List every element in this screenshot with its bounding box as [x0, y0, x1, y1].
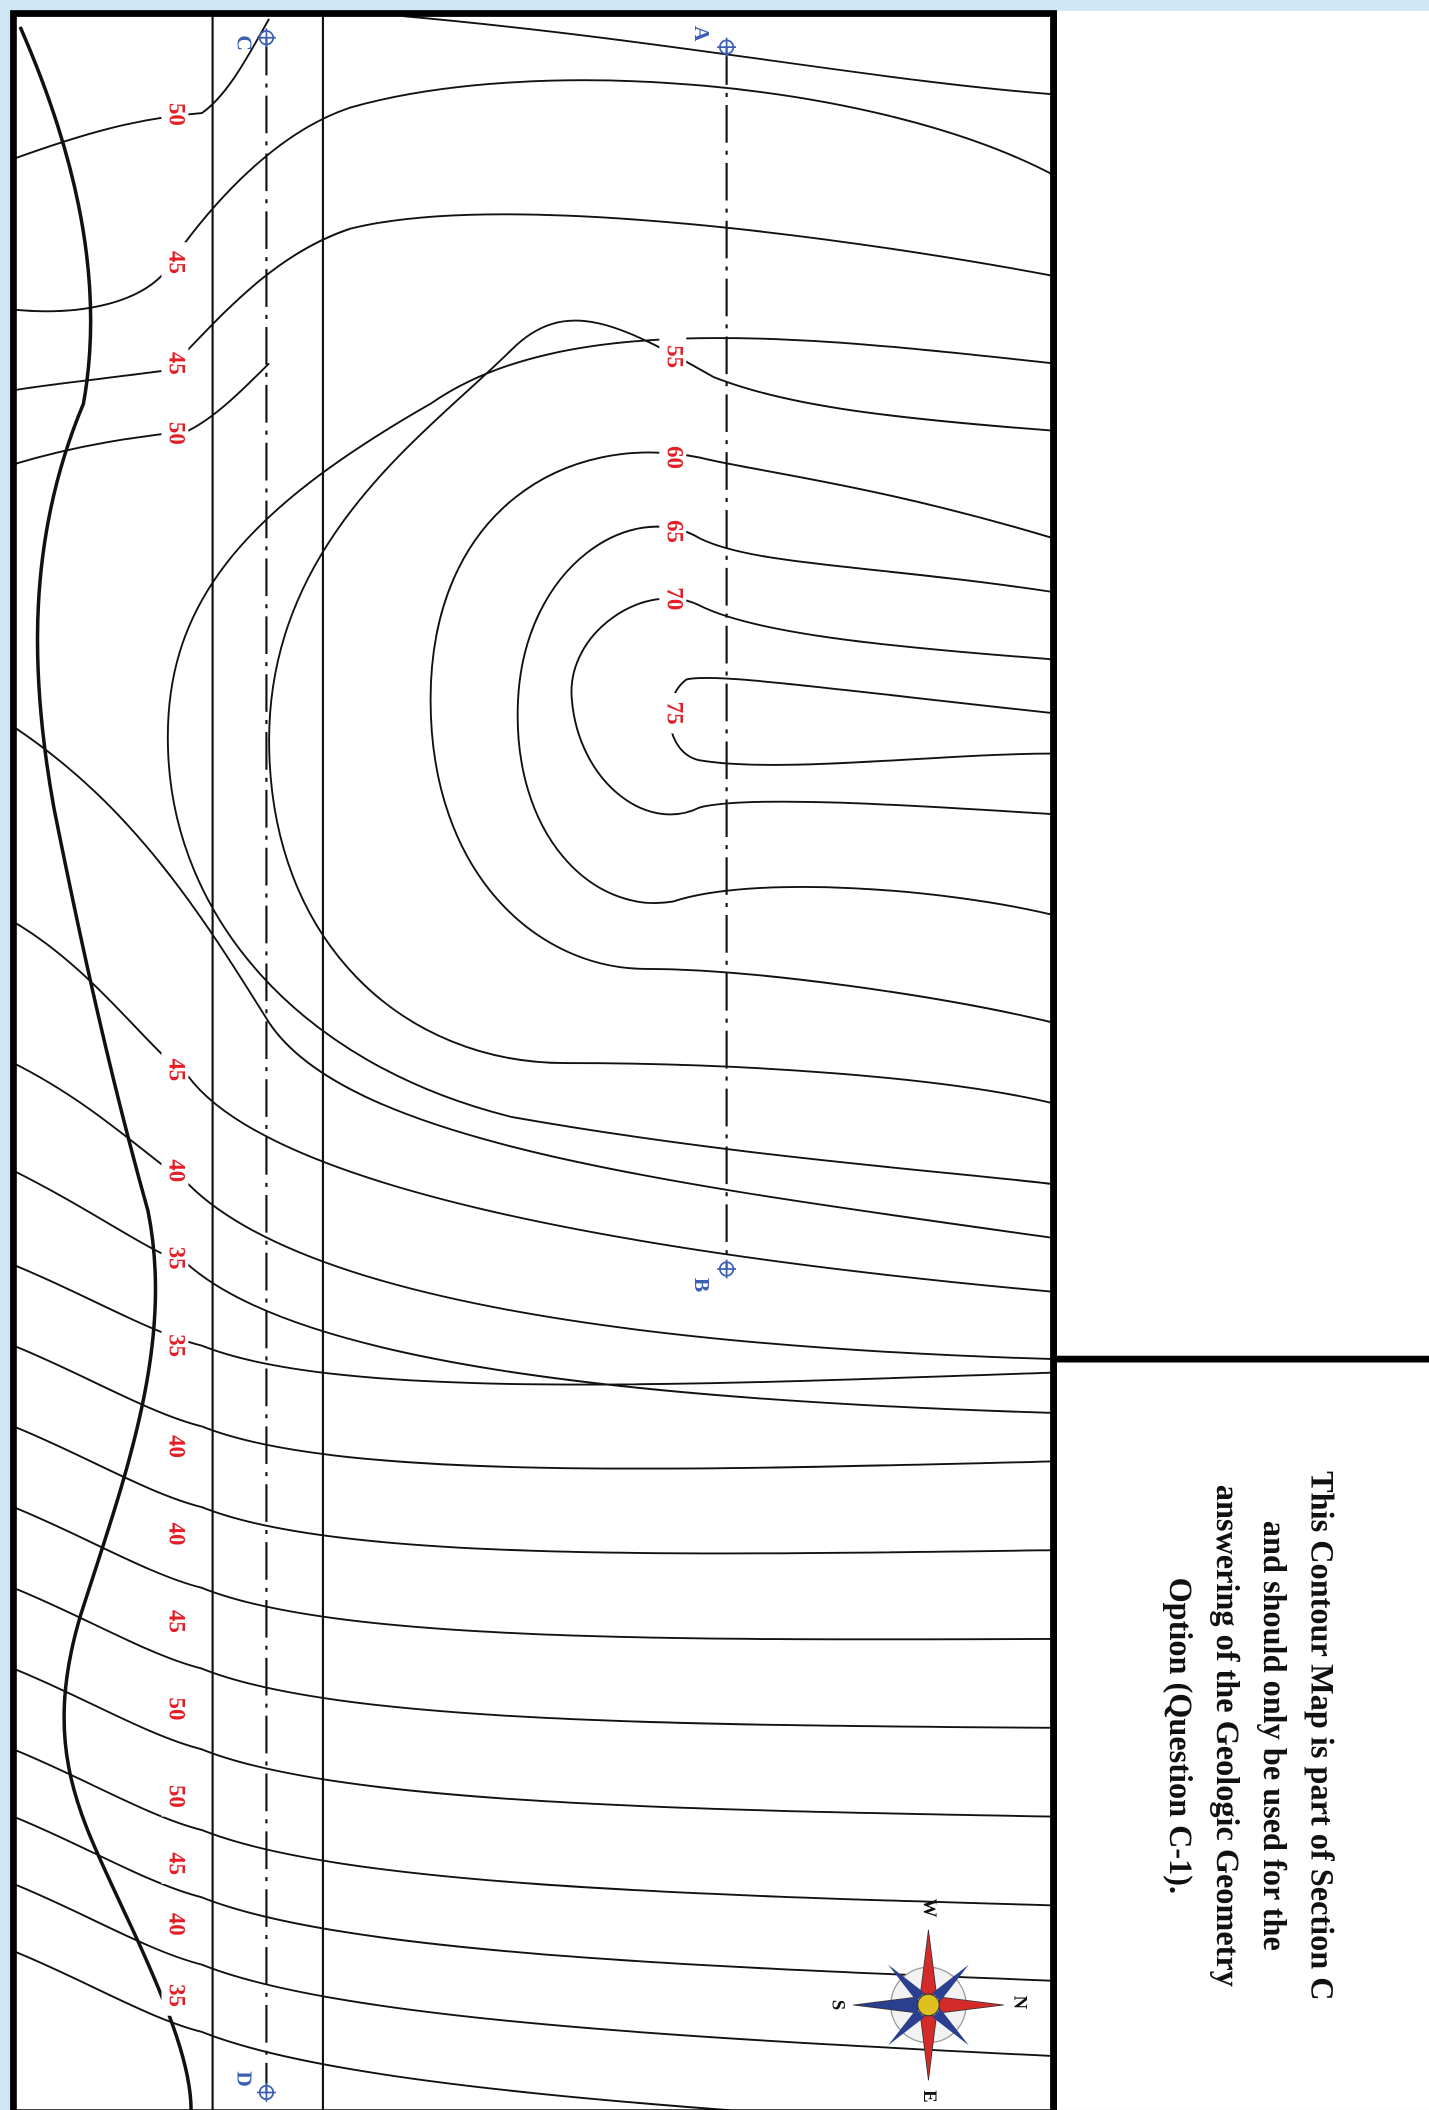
- label-halo: [659, 511, 687, 552]
- contour-label: 75: [663, 702, 688, 725]
- contour: [13, 213, 1054, 392]
- note-line: answering of the Geologic Geometry: [1210, 1485, 1246, 1987]
- label-halo: [161, 1049, 189, 1090]
- contour: [13, 1344, 1054, 1470]
- contour-label: 35: [165, 1247, 190, 1270]
- contour-label: 45: [165, 1852, 190, 1875]
- contour: [12, 920, 1054, 1293]
- label-halo: [659, 578, 687, 620]
- label-halo: [161, 1688, 189, 1730]
- contour-label: 70: [663, 587, 688, 610]
- contour: [13, 1425, 1054, 1555]
- label-halo: [161, 1237, 189, 1279]
- contour-label: 40: [165, 1435, 190, 1458]
- contour: [13, 1586, 1054, 1729]
- contour-label: 35: [165, 1334, 190, 1357]
- contour: [13, 1062, 1054, 1361]
- label-halo: [161, 242, 189, 283]
- label-halo: [161, 94, 189, 135]
- label-halo: [161, 413, 189, 454]
- contour-label: 45: [165, 352, 190, 375]
- contour: [516, 525, 1054, 916]
- contour: [13, 1950, 740, 2110]
- compass-label: W: [919, 1899, 940, 1918]
- contours: [13, 1062, 1054, 2110]
- contour: [12, 725, 1054, 1239]
- contour-label: 40: [165, 1523, 190, 1546]
- label-halo: [161, 1843, 189, 1884]
- contour: [570, 597, 1054, 816]
- section-point-label: C: [232, 35, 256, 51]
- section-point-label: D: [232, 2071, 256, 2087]
- contour-label: 65: [663, 520, 688, 543]
- contour-label: 50: [165, 422, 190, 445]
- contour: [13, 1815, 1054, 1982]
- compass-label: E: [919, 2090, 940, 2103]
- note-line: This Contour Map is part of Section C: [1304, 1471, 1340, 2000]
- contour-label: 40: [165, 1913, 190, 1936]
- contour-label: 60: [663, 446, 688, 469]
- label-halo: [161, 1150, 189, 1191]
- contour-label: 45: [165, 1610, 190, 1633]
- label-halo: [659, 693, 687, 734]
- contour: [268, 319, 1054, 1105]
- thick-contour: [18, 26, 193, 2110]
- compass-rose: [853, 1929, 1004, 2081]
- label-halo: [161, 1426, 189, 1467]
- section-markers: [257, 28, 737, 2102]
- contour-label: 40: [165, 1159, 190, 1182]
- label-halo: [161, 1513, 189, 1555]
- contour: [13, 1264, 1054, 1386]
- contour: [13, 1882, 1054, 2058]
- contour: [13, 1748, 1054, 1907]
- contour: [429, 451, 1054, 1024]
- contour-label: 50: [165, 1785, 190, 1808]
- labels: 50 45 45 50 45 40 35 35 40 40 45 50 50 45 40 35 55 60 65 70…: [161, 26, 1340, 2103]
- note-line: and should only be used for the: [1257, 1521, 1293, 1951]
- label-halo: [161, 1975, 189, 2016]
- sheet: [10, 10, 1429, 2110]
- section-point-label: B: [690, 1278, 714, 1292]
- contour-label: 55: [663, 345, 688, 368]
- contour-label: 50: [165, 1698, 190, 1721]
- contour: [403, 15, 1054, 96]
- label-halo: [161, 1776, 189, 1817]
- compass-label: S: [828, 2000, 849, 2010]
- contour: [13, 1169, 1054, 1414]
- label-halo: [161, 1904, 189, 1945]
- label-halo: [659, 437, 687, 478]
- label-halo: [659, 336, 687, 377]
- label-halo: [161, 1601, 189, 1642]
- label-halo: [161, 343, 189, 384]
- contour: [13, 1506, 1054, 1641]
- label-halo: [161, 1325, 189, 1366]
- contour-label: 35: [165, 1984, 190, 2007]
- contour: [13, 18, 270, 160]
- compass-label: N: [1009, 1995, 1030, 2009]
- contour-label: 45: [165, 1058, 190, 1081]
- contour-label: 50: [165, 103, 190, 126]
- contour: [13, 79, 1055, 313]
- section-point-label: A: [690, 26, 714, 42]
- contour: [13, 1667, 1054, 1818]
- contour: [166, 337, 1054, 1186]
- note-line: Option (Question C-1).: [1163, 1578, 1199, 1895]
- contour-label: 45: [165, 251, 190, 274]
